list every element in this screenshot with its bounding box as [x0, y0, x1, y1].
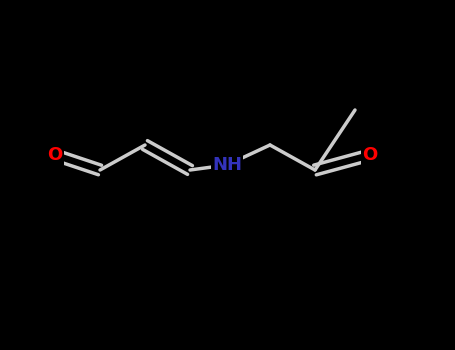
Text: NH: NH	[212, 156, 242, 174]
Text: O: O	[362, 146, 378, 164]
Text: O: O	[47, 146, 63, 164]
